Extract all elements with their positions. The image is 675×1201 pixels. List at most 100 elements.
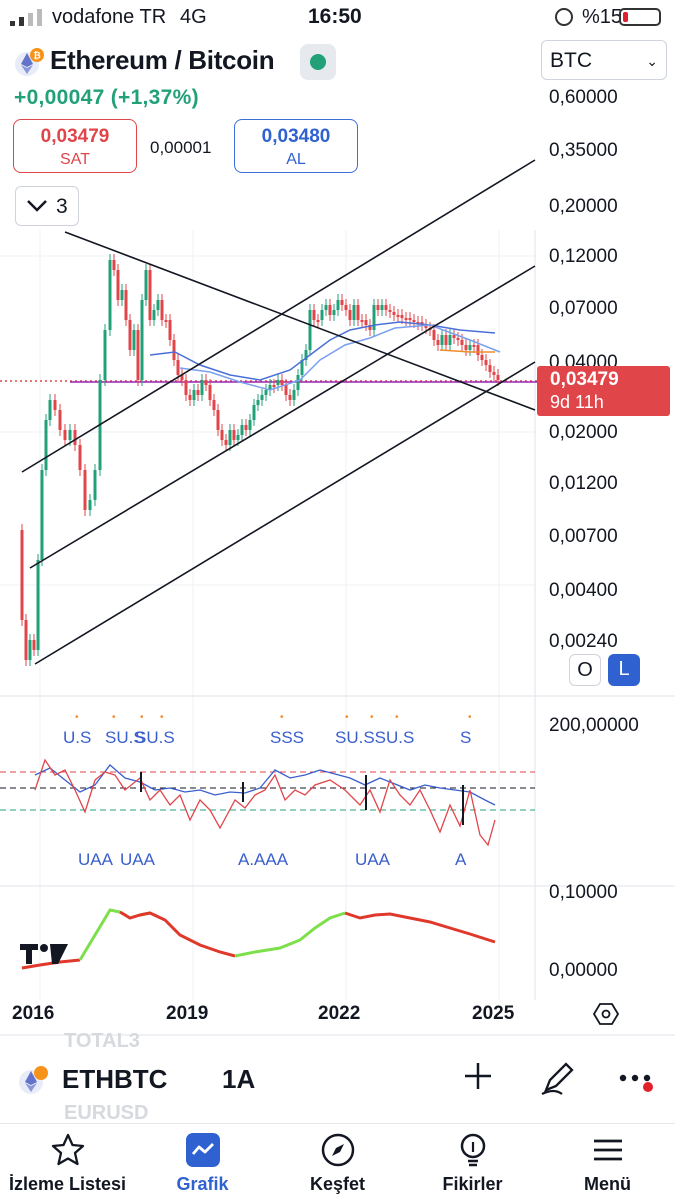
battery-icon: [619, 8, 661, 26]
drawing-tools-icon[interactable]: [538, 1058, 578, 1098]
scale-o-button[interactable]: O: [569, 654, 601, 686]
buy-button[interactable]: 0,03480 AL: [234, 119, 358, 173]
candle-body: [440, 335, 444, 345]
candle-body: [164, 320, 168, 322]
candle-body: [240, 425, 244, 435]
symbol-title[interactable]: Ethereum / Bitcoin: [50, 45, 275, 75]
candle-body: [196, 390, 200, 395]
candle-body: [444, 335, 448, 345]
price-chart[interactable]: • • • • • • • • •: [0, 0, 675, 1040]
candle-body: [184, 380, 188, 395]
candle-body: [83, 470, 87, 510]
moving-average-line: [179, 324, 501, 391]
candlestick-series: [20, 254, 500, 666]
signal-label: S: [460, 728, 472, 747]
price-axis-label: 0,35000: [549, 140, 618, 161]
candle-body: [112, 260, 116, 270]
candle-body: [78, 445, 82, 470]
candle-body: [232, 430, 236, 440]
candle-body: [168, 320, 172, 340]
candle-body: [432, 330, 436, 340]
candle-body: [340, 300, 344, 305]
candle-body: [368, 325, 372, 330]
candle-body: [488, 365, 492, 372]
candle-body: [236, 435, 240, 440]
trendlines[interactable]: [21, 159, 536, 665]
current-price: 0,03479: [550, 369, 619, 390]
candle-body: [152, 310, 156, 320]
timeframe-button[interactable]: 1A: [222, 1064, 256, 1094]
svg-text:•: •: [140, 712, 144, 723]
candle-body: [132, 330, 136, 350]
candle-body: [324, 305, 328, 310]
indicators-toggle[interactable]: 3: [15, 186, 79, 226]
candle-body: [348, 310, 352, 320]
candle-body: [496, 375, 500, 380]
sell-button[interactable]: 0,03479 SAT: [13, 119, 137, 173]
candle-body: [312, 310, 316, 320]
oscillator-axis-label: 200,00000: [549, 715, 639, 736]
candle-body: [280, 380, 284, 385]
candle-body: [384, 305, 388, 310]
svg-text:•: •: [345, 712, 349, 723]
svg-text:•: •: [112, 712, 116, 723]
trend-indicator-pane: [20, 908, 496, 970]
candle-body: [244, 425, 248, 430]
signal-label: A: [455, 850, 467, 869]
currency-select-value: BTC: [550, 49, 592, 72]
candle-body: [224, 440, 228, 445]
moving-average-line: [149, 321, 496, 381]
candle-body: [216, 410, 220, 430]
more-options-icon[interactable]: [618, 1072, 658, 1092]
candle-body: [288, 395, 292, 400]
spread-value: 0,00001: [150, 138, 212, 157]
menu-icon: [593, 1139, 622, 1161]
price-axis-label: 0,02000: [549, 422, 618, 443]
candle-countdown: 9d 11h: [550, 392, 604, 412]
candle-body: [32, 640, 36, 650]
candle-body: [436, 340, 440, 345]
ghost-symbol-above: TOTAL3: [64, 1030, 140, 1052]
time-axis-label: 2016: [12, 1003, 55, 1024]
candle-body: [276, 380, 280, 385]
nav-label: Menü: [584, 1174, 631, 1194]
candle-body: [204, 380, 208, 385]
buy-label: AL: [286, 151, 306, 168]
signal-label: SU.SSU.S: [335, 728, 415, 747]
candle-body: [124, 290, 128, 320]
time-axis-label: 2019: [166, 1003, 209, 1024]
log-scale-button[interactable]: L: [608, 654, 640, 686]
symbol-ticker[interactable]: ETHBTC: [62, 1064, 168, 1094]
candle-body: [116, 270, 120, 300]
signal-label: SU.S: [135, 728, 175, 747]
candle-body: [492, 372, 496, 375]
candle-body: [388, 310, 392, 312]
ghost-symbol-below: EURUSD: [64, 1102, 149, 1124]
sell-label: SAT: [60, 151, 90, 168]
currency-select[interactable]: BTC ⌄: [541, 40, 667, 80]
candle-body: [484, 360, 488, 365]
chart-icon: [185, 1133, 220, 1167]
nav-label: Keşfet: [309, 1174, 366, 1194]
sell-price: 0,03479: [40, 126, 110, 147]
compass-icon: [321, 1133, 354, 1167]
candle-body: [476, 345, 480, 355]
candle-body: [93, 470, 97, 500]
signal-label: UAA: [78, 850, 113, 869]
carrier-name: vodafone TR: [52, 6, 167, 28]
candle-body: [396, 315, 400, 317]
candle-body: [136, 330, 140, 380]
time-axis-label: 2025: [472, 1003, 515, 1024]
candle-body: [404, 318, 408, 320]
market-open-indicator[interactable]: [300, 44, 336, 80]
candle-body: [36, 560, 40, 650]
svg-text:•: •: [280, 712, 284, 723]
add-icon[interactable]: [462, 1060, 494, 1092]
star-icon: [51, 1133, 84, 1166]
settings-icon[interactable]: [593, 1002, 619, 1026]
candle-body: [416, 322, 420, 324]
indicator-count: 3: [56, 195, 68, 218]
network-type: 4G: [180, 6, 207, 28]
candle-body: [380, 305, 384, 310]
current-price-tag: 0,03479 9d 11h: [537, 366, 670, 416]
